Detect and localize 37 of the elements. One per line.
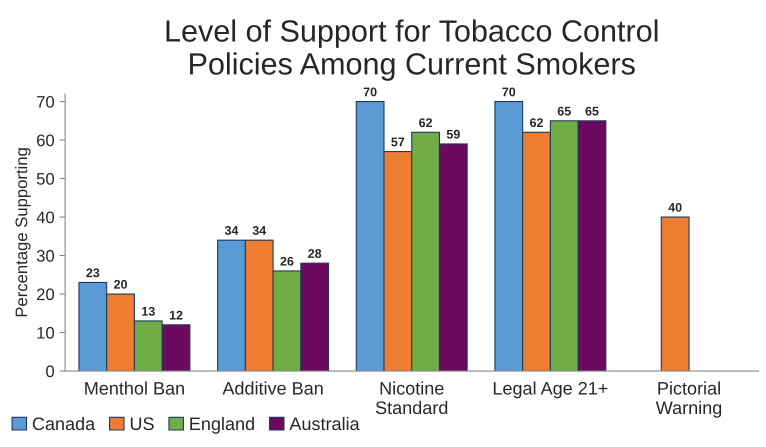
x-tick-label: Additive Ban bbox=[222, 381, 323, 395]
data-label: 20 bbox=[114, 280, 128, 289]
data-label: 34 bbox=[224, 226, 238, 235]
data-label: 12 bbox=[170, 310, 182, 320]
y-tick-label: 20 bbox=[36, 288, 54, 300]
data-label: 57 bbox=[391, 138, 404, 146]
data-label: 62 bbox=[530, 118, 543, 128]
y-tick-label: 50 bbox=[36, 172, 54, 185]
data-label: 23 bbox=[86, 268, 100, 278]
x-tick-label: Legal Age 21+ bbox=[494, 381, 608, 398]
data-label: 70 bbox=[364, 87, 377, 96]
legend-label: US bbox=[130, 417, 154, 430]
legend-label: Australia bbox=[289, 416, 360, 430]
data-label: 13 bbox=[142, 306, 155, 316]
y-tick-label: 0 bbox=[46, 365, 54, 378]
y-tick-label: 10 bbox=[37, 326, 54, 339]
legend-label: Canada bbox=[32, 416, 96, 430]
data-label: 65 bbox=[585, 106, 599, 116]
data-label: 34 bbox=[252, 226, 266, 235]
bar bbox=[660, 216, 690, 372]
data-label: 26 bbox=[280, 256, 294, 266]
data-label: 65 bbox=[558, 106, 571, 116]
y-axis-title: Percentage Supporting bbox=[15, 148, 31, 316]
x-tick-label: Menthol Ban bbox=[85, 381, 184, 395]
legend-label: England bbox=[190, 416, 254, 434]
y-tick-label: 60 bbox=[37, 134, 54, 146]
x-tick-label: Nicotine Standard bbox=[376, 381, 448, 414]
data-label: 62 bbox=[419, 118, 432, 128]
data-label: 40 bbox=[668, 202, 682, 212]
y-tick-label: 40 bbox=[36, 211, 54, 224]
data-label: 28 bbox=[308, 249, 322, 258]
data-label: 70 bbox=[502, 87, 516, 96]
x-tick-label: Pictorial Warning bbox=[656, 381, 722, 418]
y-tick-label: 70 bbox=[37, 96, 54, 108]
y-tick-label: 30 bbox=[36, 250, 54, 262]
chart-title: Level of Support for Tobacco Control Policies Among Current Smokers bbox=[166, 19, 658, 81]
data-label: 59 bbox=[446, 130, 460, 139]
